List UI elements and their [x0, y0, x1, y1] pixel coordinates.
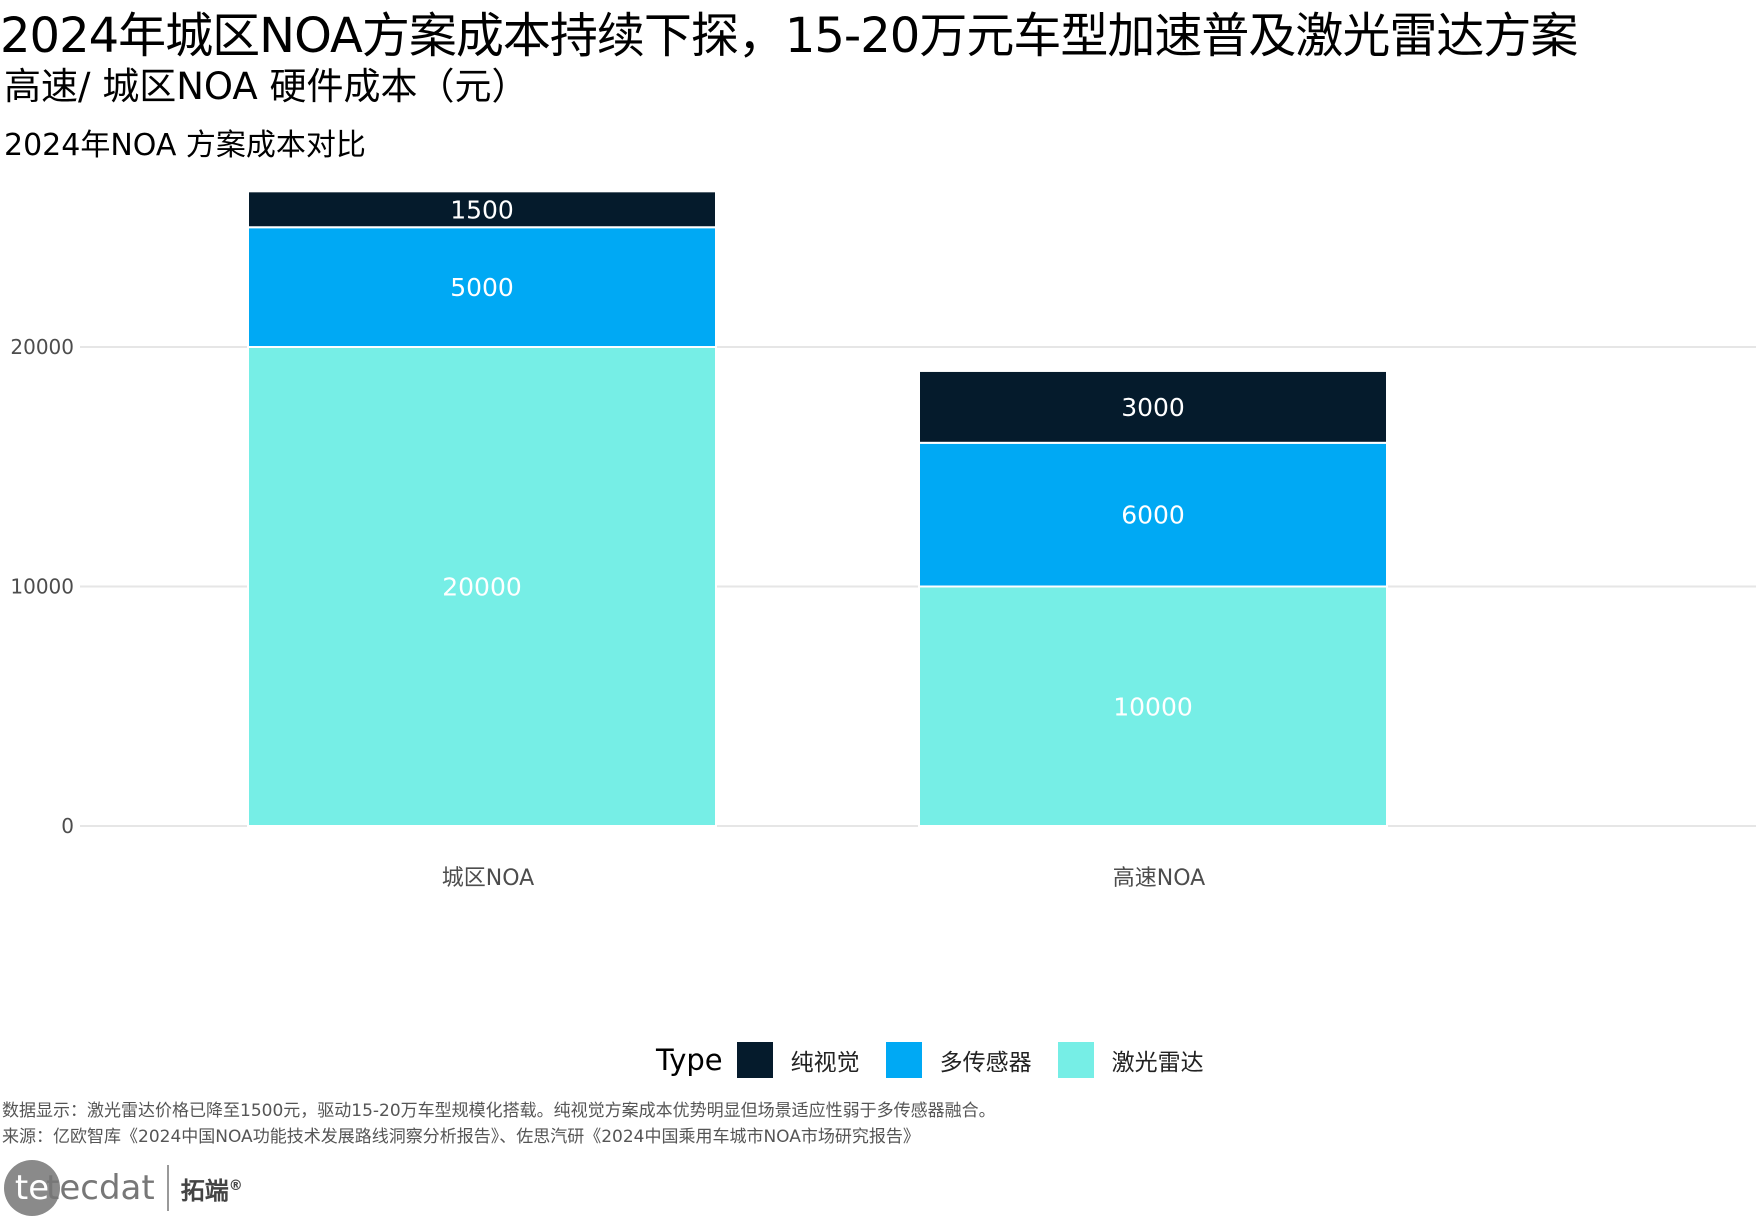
y-tick-label: 0 [61, 814, 74, 838]
bar-value-label: 6000 [1121, 501, 1185, 530]
bar-value-label: 3000 [1121, 393, 1185, 422]
logo-text: tecdat [46, 1168, 155, 1208]
source-note: 来源：亿欧智库《2024中国NOA功能技术发展路线洞察分析报告》、佐思汽研《20… [2, 1127, 920, 1147]
logo-circle: te [4, 1160, 60, 1216]
bar-segment [247, 346, 717, 827]
logo-divider [166, 1165, 169, 1211]
bar-value-label: 1500 [450, 195, 514, 224]
bar-segment [247, 190, 717, 229]
legend-item-lidar: 激光雷达 [1057, 1042, 1204, 1078]
bar-segment [918, 369, 1388, 444]
tecdat-logo-icon: te tecdat [4, 1160, 155, 1216]
page-subtitle: 高速/ 城区NOA 硬件成本（元） [4, 65, 529, 108]
legend-label-multi-sensor: 多传感器 [939, 1050, 1032, 1076]
legend-swatch-multi-sensor [885, 1042, 922, 1078]
page-title: 2024年城区NOA方案成本持续下探，15-20万元车型加速普及激光雷达方案 [0, 8, 1578, 64]
chart-title: 2024年NOA 方案成本对比 [4, 128, 366, 163]
legend: Type 纯视觉 多传感器 激光雷达 [656, 1040, 1230, 1080]
data-label-layer: 20000 5000 1500 10000 6000 3000 [442, 195, 1193, 721]
x-tick-label: 高速NOA [1113, 866, 1205, 891]
bar-value-label: 5000 [450, 273, 514, 302]
legend-label-pure-vision: 纯视觉 [790, 1050, 860, 1076]
bar-value-label: 20000 [442, 573, 522, 602]
legend-swatch-pure-vision [736, 1042, 773, 1078]
legend-item-pure-vision: 纯视觉 [736, 1042, 860, 1078]
y-tick-label: 10000 [10, 575, 74, 599]
logo-cn-text: 拓端® [181, 1171, 243, 1206]
y-tick-layer: 0 10000 20000 [10, 335, 74, 838]
legend-item-multi-sensor: 多传感器 [885, 1042, 1032, 1078]
logo-registered: ® [228, 1177, 243, 1194]
bar-value-label: 10000 [1113, 692, 1193, 721]
bar-segment [918, 441, 1388, 588]
legend-label-lidar: 激光雷达 [1111, 1050, 1204, 1076]
legend-title: Type [656, 1043, 723, 1077]
legend-swatch-lidar [1057, 1042, 1094, 1078]
stacked-bar-chart: 0 10000 20000 20000 5000 1500 10000 6000 3000 城… [10, 190, 1756, 891]
bar-segment [247, 226, 717, 348]
data-note: 数据显示：激光雷达价格已降至1500元，驱动15-20万车型规模化搭载。纯视觉方… [2, 1101, 996, 1121]
y-tick-label: 20000 [10, 335, 74, 359]
bar-layer [247, 190, 1388, 827]
x-tick-label: 城区NOA [442, 866, 534, 891]
brand-logo: te tecdat 拓端® [4, 1156, 243, 1220]
logo-cn-name: 拓端 [180, 1176, 229, 1205]
x-tick-layer: 城区NOA 高速NOA [442, 866, 1205, 891]
